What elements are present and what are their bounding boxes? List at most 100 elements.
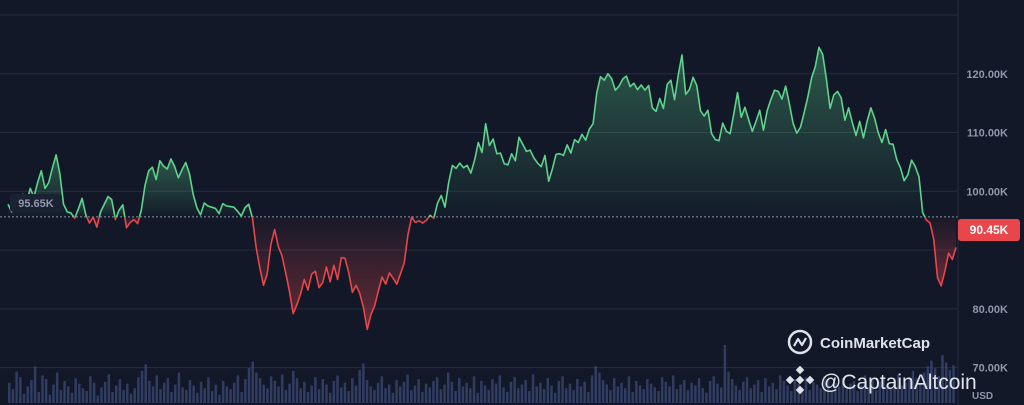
volume-bar [402, 381, 406, 403]
area-above-baseline [75, 198, 87, 217]
volume-bar [369, 386, 372, 403]
volume-bar [742, 381, 745, 403]
volume-bar [719, 387, 723, 403]
volume-bar [92, 382, 96, 403]
y-tick-label: 100.00K [966, 186, 1008, 198]
volume-bar [513, 377, 516, 403]
volume-bar [930, 360, 933, 403]
current-price-badge-bg [958, 219, 1020, 241]
volume-bar [391, 392, 395, 403]
volume-bar [801, 387, 804, 403]
area-above-baseline [139, 158, 253, 217]
volume-bar [605, 384, 609, 403]
volume-bar [834, 382, 837, 403]
price-line-below [123, 216, 141, 229]
volume-bar [432, 380, 435, 403]
volume-bar [63, 380, 66, 403]
volume-bar [819, 388, 823, 403]
volume-bar [15, 371, 18, 403]
current-price-label: 90.45K [970, 223, 1009, 237]
volume-bar [793, 379, 797, 403]
volume-bar [896, 374, 900, 403]
volume-bar [808, 390, 811, 403]
volume-bar [387, 384, 391, 403]
volume-bar [797, 383, 800, 403]
volume-bar [790, 391, 793, 403]
volume-bar [288, 383, 291, 403]
volume-bar [380, 376, 384, 403]
volume-bar [218, 394, 221, 403]
volume-bar [933, 368, 937, 403]
volume-bar [919, 383, 922, 403]
volume-bar [52, 384, 55, 403]
volume-bar [926, 366, 929, 403]
price-line-above [138, 158, 253, 218]
volume-bar [539, 382, 542, 403]
volume-bar [583, 381, 586, 403]
volume-bar [642, 389, 645, 403]
volume-bar [716, 383, 719, 403]
volume-bar [343, 382, 347, 403]
volume-bar [277, 386, 280, 403]
volume-bar [210, 391, 214, 403]
volume-bar [531, 374, 535, 403]
volume-bar [867, 387, 870, 403]
volume-bar [922, 372, 926, 403]
volume-bar [100, 387, 103, 403]
volume-bar [505, 391, 509, 403]
volume-bar [749, 388, 752, 403]
volume-bar [48, 394, 52, 403]
volume-bar [203, 388, 206, 403]
volume-bar [107, 374, 111, 403]
volume-bar [550, 385, 553, 403]
volume-bar [734, 385, 738, 403]
volume-bar [295, 378, 299, 403]
volume-bar [620, 382, 623, 403]
volume-bar [705, 392, 708, 403]
volume-bar [908, 377, 911, 403]
coinmarketcap-watermark: CoinMarketCap [787, 329, 930, 355]
volume-bar [937, 376, 941, 403]
volume-bar [233, 382, 236, 403]
price-line-above [115, 204, 126, 218]
volume-bar [317, 389, 321, 403]
volume-bar [771, 382, 775, 403]
volume-bar [85, 391, 88, 403]
volume-bar [856, 391, 859, 403]
price-line-above [98, 195, 116, 218]
volume-bar [476, 392, 479, 403]
volume-bar [225, 386, 229, 403]
volume-bar [395, 379, 398, 403]
volume-bar [207, 377, 210, 403]
volume-bar [196, 392, 199, 403]
volume-bar [284, 390, 288, 403]
baseline-badge-bg [10, 194, 62, 212]
captainaltcoin-text: @CaptainAltcoin [820, 371, 977, 394]
volume-bar [336, 375, 339, 403]
volume-bar [509, 381, 513, 403]
volume-bar [170, 391, 173, 403]
volume-bar [384, 388, 387, 403]
volume-bar [483, 385, 487, 403]
coinmarketcap-logo-icon [787, 329, 813, 355]
volume-bar [893, 379, 896, 403]
volume-bar [159, 389, 162, 403]
area-above-baseline [99, 196, 115, 217]
volume-bar [823, 376, 826, 403]
volume-bar [712, 376, 716, 403]
volume-bar [889, 388, 893, 403]
volume-bar [465, 382, 468, 403]
volume-bar [177, 372, 181, 403]
volume-bar [443, 384, 446, 403]
volume-bar [406, 374, 409, 403]
volume-bar [590, 375, 594, 403]
area-above-baseline [434, 47, 925, 217]
volume-bar [745, 377, 749, 403]
volume-bar [686, 390, 690, 403]
volume-bar [181, 387, 184, 403]
volume-bar [812, 381, 815, 403]
volume-bar [424, 383, 428, 403]
volume-bar [446, 372, 450, 403]
volume-bar [347, 391, 350, 403]
